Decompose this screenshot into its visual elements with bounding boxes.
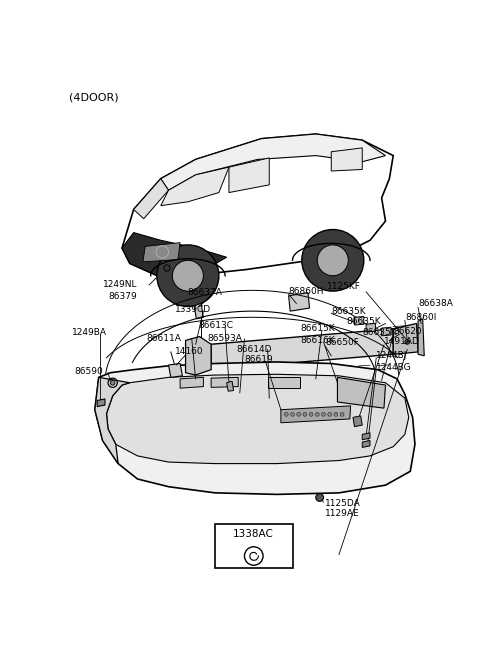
Polygon shape	[161, 134, 385, 190]
Text: 86593A: 86593A	[207, 334, 242, 343]
Circle shape	[172, 260, 204, 291]
Polygon shape	[161, 167, 229, 206]
Text: 1249NL: 1249NL	[103, 280, 137, 289]
Polygon shape	[382, 328, 391, 336]
Circle shape	[297, 413, 300, 416]
Polygon shape	[107, 374, 409, 464]
Polygon shape	[122, 233, 227, 277]
Text: 14160: 14160	[175, 347, 204, 356]
Text: 86650F: 86650F	[325, 338, 359, 347]
Text: 86637A: 86637A	[188, 288, 223, 297]
Text: 86379: 86379	[108, 292, 137, 301]
Circle shape	[309, 413, 313, 416]
Polygon shape	[355, 316, 364, 325]
Text: 86620: 86620	[393, 327, 422, 335]
Circle shape	[340, 413, 344, 416]
Polygon shape	[393, 324, 418, 354]
Polygon shape	[418, 319, 424, 356]
Polygon shape	[143, 242, 180, 262]
Text: 86635K: 86635K	[347, 318, 382, 326]
FancyBboxPatch shape	[215, 523, 292, 569]
Circle shape	[317, 245, 348, 276]
Circle shape	[303, 413, 307, 416]
Polygon shape	[362, 441, 370, 447]
Polygon shape	[168, 364, 182, 377]
Text: 1244BJ: 1244BJ	[376, 351, 408, 360]
Circle shape	[328, 413, 332, 416]
Text: 86619: 86619	[244, 355, 273, 364]
Text: 86614D: 86614D	[237, 345, 272, 354]
Circle shape	[322, 413, 325, 416]
Text: 86635K: 86635K	[331, 307, 366, 316]
Polygon shape	[186, 337, 211, 375]
Text: 1339CD: 1339CD	[175, 305, 211, 314]
Text: 86638A: 86638A	[418, 299, 453, 308]
Polygon shape	[362, 433, 370, 440]
Polygon shape	[366, 324, 375, 332]
Polygon shape	[194, 303, 204, 319]
Text: 1244BG: 1244BG	[376, 363, 412, 372]
Text: 1125DA: 1125DA	[325, 499, 361, 508]
Text: 86611A: 86611A	[147, 334, 181, 343]
Polygon shape	[227, 381, 234, 391]
Text: 1491AD: 1491AD	[384, 337, 420, 346]
Polygon shape	[268, 377, 300, 388]
Polygon shape	[331, 148, 362, 171]
Polygon shape	[211, 377, 238, 387]
Polygon shape	[281, 406, 350, 422]
Polygon shape	[353, 416, 362, 426]
Circle shape	[315, 413, 319, 416]
Polygon shape	[229, 158, 269, 193]
Text: 86616K: 86616K	[300, 336, 335, 345]
Circle shape	[290, 413, 294, 416]
Text: 1129AE: 1129AE	[325, 509, 360, 518]
Circle shape	[302, 229, 364, 291]
Polygon shape	[288, 293, 310, 311]
Circle shape	[405, 340, 409, 345]
Text: 86615K: 86615K	[300, 324, 335, 333]
Text: 1125KF: 1125KF	[327, 282, 361, 291]
Polygon shape	[180, 377, 204, 388]
Circle shape	[110, 381, 115, 385]
Polygon shape	[95, 377, 130, 464]
Text: 86635K: 86635K	[362, 328, 397, 337]
Text: 86613C: 86613C	[198, 320, 233, 329]
Text: (4DOOR): (4DOOR)	[69, 92, 119, 102]
Circle shape	[244, 547, 263, 565]
Polygon shape	[211, 329, 393, 369]
Text: 86590: 86590	[74, 367, 103, 376]
Circle shape	[284, 413, 288, 416]
Text: 1338AC: 1338AC	[233, 529, 274, 540]
Polygon shape	[122, 134, 393, 277]
Polygon shape	[97, 399, 105, 407]
Circle shape	[316, 494, 324, 501]
Circle shape	[334, 413, 338, 416]
Text: 86860H: 86860H	[288, 288, 324, 297]
Circle shape	[157, 245, 219, 307]
Text: 1249BA: 1249BA	[72, 328, 107, 337]
Polygon shape	[95, 362, 415, 495]
Text: 86860I: 86860I	[405, 313, 436, 322]
Polygon shape	[337, 377, 385, 408]
Polygon shape	[133, 179, 168, 219]
